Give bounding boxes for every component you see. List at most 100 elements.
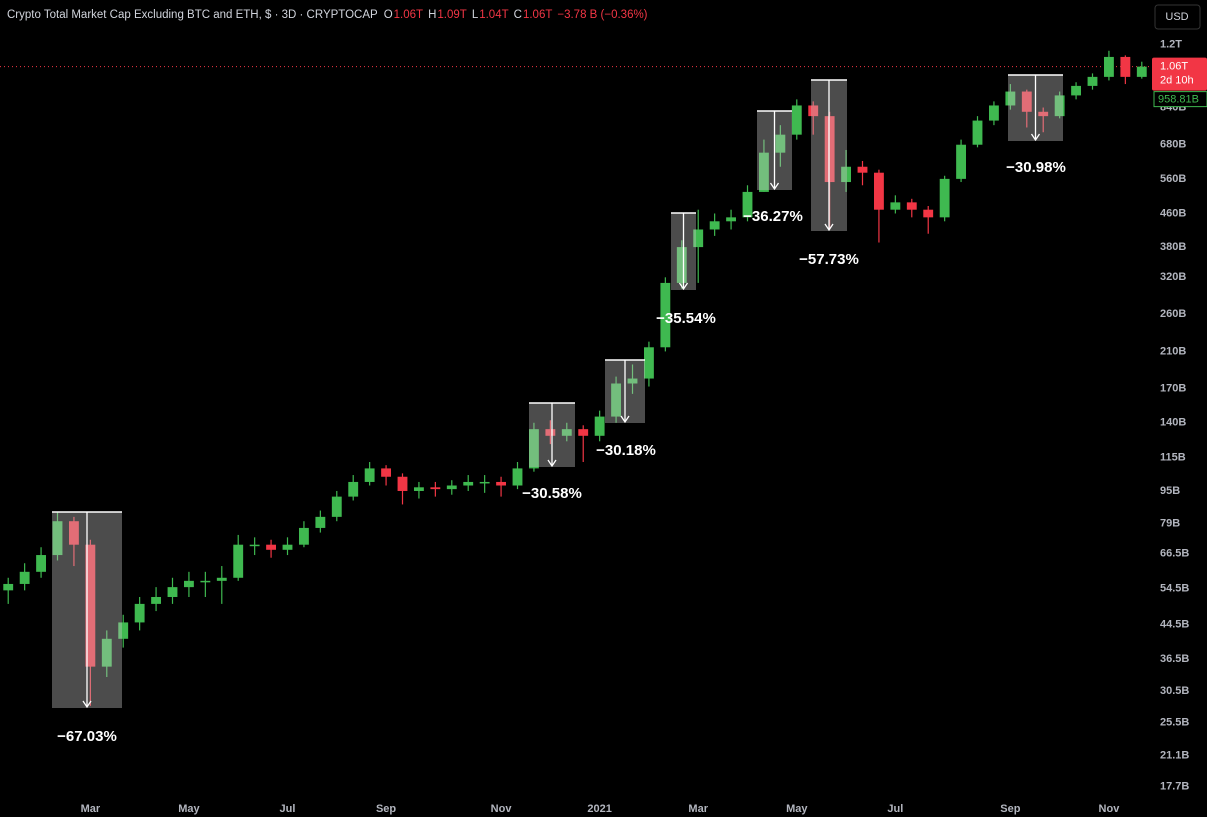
candle-body bbox=[52, 521, 63, 556]
currency-label[interactable]: USD bbox=[1165, 11, 1188, 23]
candle-body bbox=[315, 516, 326, 528]
drawdown-label: −30.58% bbox=[522, 485, 582, 502]
candle-body bbox=[200, 580, 211, 583]
candle-body bbox=[430, 487, 441, 490]
candle-body bbox=[233, 544, 244, 578]
candle-body bbox=[989, 105, 999, 121]
axis-background bbox=[1150, 0, 1207, 817]
candle-body bbox=[249, 544, 260, 547]
y-tick-label: 115B bbox=[1160, 451, 1186, 463]
candle-body bbox=[1005, 91, 1016, 106]
secondary-price-label: 958.81B bbox=[1158, 94, 1199, 106]
drawdown-arrowhead bbox=[620, 415, 630, 424]
header: Crypto Total Market Cap Excluding BTC an… bbox=[7, 9, 648, 21]
plot-area: −67.03% −30.58% −30.18% −35.54% −36.27% −57.7… bbox=[0, 50, 1150, 745]
ohlc-key: H bbox=[428, 9, 436, 21]
candle-body bbox=[216, 577, 227, 581]
candle-body bbox=[808, 105, 819, 117]
candle-body bbox=[923, 209, 934, 218]
candle-body bbox=[446, 485, 457, 490]
x-tick-label: Sep bbox=[376, 803, 396, 815]
y-tick-label: 66.5B bbox=[1160, 548, 1189, 560]
y-tick-label: 44.5B bbox=[1160, 618, 1189, 630]
candle-body bbox=[348, 481, 359, 497]
candle-body bbox=[956, 144, 966, 179]
y-tick-label: 95B bbox=[1160, 485, 1180, 497]
candle-body bbox=[118, 622, 129, 639]
y-tick-label: 380B bbox=[1160, 241, 1186, 253]
candle-body bbox=[381, 468, 391, 477]
candle-body bbox=[36, 555, 46, 572]
drawdown-label: −35.54% bbox=[656, 310, 716, 327]
y-tick-label: 460B bbox=[1160, 207, 1186, 219]
candle-body bbox=[1104, 56, 1114, 77]
y-tick-label: 140B bbox=[1160, 417, 1186, 429]
candle-body bbox=[1120, 56, 1131, 77]
drawdown-arrowhead bbox=[82, 700, 92, 709]
x-tick-label: Nov bbox=[1099, 803, 1121, 815]
candle-body bbox=[874, 172, 884, 210]
countdown-label: 2d 10h bbox=[1160, 75, 1194, 87]
currency-button[interactable] bbox=[1154, 4, 1201, 30]
ohlc-value: 1.04T bbox=[479, 9, 508, 21]
x-tick-label: Mar bbox=[688, 803, 708, 815]
y-tick-label: 560B bbox=[1160, 173, 1186, 185]
candle-body bbox=[512, 468, 523, 486]
ohlc-value: 1.06T bbox=[394, 9, 423, 21]
candle-body bbox=[775, 134, 786, 153]
candle-body bbox=[660, 282, 671, 348]
ohlc-key: L bbox=[472, 9, 479, 21]
candle-body bbox=[709, 221, 720, 230]
candle-body bbox=[693, 229, 704, 248]
secondary-price-tag bbox=[1153, 91, 1207, 108]
candle-body bbox=[463, 481, 474, 486]
x-tick-label: Nov bbox=[491, 803, 513, 815]
candle-body bbox=[529, 429, 539, 469]
drawdown-label: −57.73% bbox=[799, 251, 859, 268]
candle-body bbox=[3, 583, 14, 591]
candle-body bbox=[479, 481, 490, 484]
candle-body bbox=[1038, 111, 1049, 117]
chart-title: Crypto Total Market Cap Excluding BTC an… bbox=[7, 9, 378, 21]
x-tick-label: Mar bbox=[81, 803, 101, 815]
price-axis: 1.2T840B680B560B460B380B320B260B210B170B… bbox=[81, 0, 1207, 817]
drawdown-label: −36.27% bbox=[743, 208, 803, 225]
candle-body bbox=[101, 638, 112, 667]
candle-body bbox=[299, 527, 309, 545]
ohlc-key: O bbox=[384, 9, 393, 21]
candle-body bbox=[85, 544, 96, 667]
candle-body bbox=[890, 202, 901, 210]
y-tick-label: 17.7B bbox=[1160, 780, 1189, 792]
candle-body bbox=[1071, 85, 1081, 96]
candle-body bbox=[627, 378, 638, 384]
last-price-label: 1.06T bbox=[1160, 61, 1188, 73]
y-tick-label: 680B bbox=[1160, 139, 1186, 151]
candle-body bbox=[644, 347, 654, 379]
y-tick-label: 170B bbox=[1160, 383, 1186, 395]
drawdown-arrowhead bbox=[547, 459, 557, 468]
candle-body bbox=[397, 476, 408, 491]
candle-body bbox=[594, 416, 605, 436]
x-tick-label: 2021 bbox=[587, 803, 611, 815]
candle-body bbox=[972, 120, 983, 145]
x-tick-label: May bbox=[786, 803, 808, 815]
candle-body bbox=[151, 596, 161, 604]
candle-body bbox=[841, 166, 851, 183]
ohlc-key: C bbox=[514, 9, 522, 21]
y-tick-label: 1.2T bbox=[1160, 39, 1182, 51]
y-tick-label: 260B bbox=[1160, 308, 1186, 320]
candle-body bbox=[939, 178, 950, 218]
x-tick-label: Jul bbox=[280, 803, 296, 815]
drawdown-arrowhead bbox=[824, 223, 834, 232]
drawdown-arrowhead bbox=[1030, 133, 1041, 142]
x-tick-label: May bbox=[178, 803, 200, 815]
y-tick-label: 21.1B bbox=[1160, 750, 1189, 762]
y-tick-label: 79B bbox=[1160, 517, 1180, 529]
candle-body bbox=[167, 587, 178, 597]
drawdown-arrowhead bbox=[769, 182, 780, 191]
candle-body bbox=[134, 603, 145, 623]
candle-body bbox=[1054, 95, 1065, 117]
ohlc-value: 1.09T bbox=[437, 9, 466, 21]
